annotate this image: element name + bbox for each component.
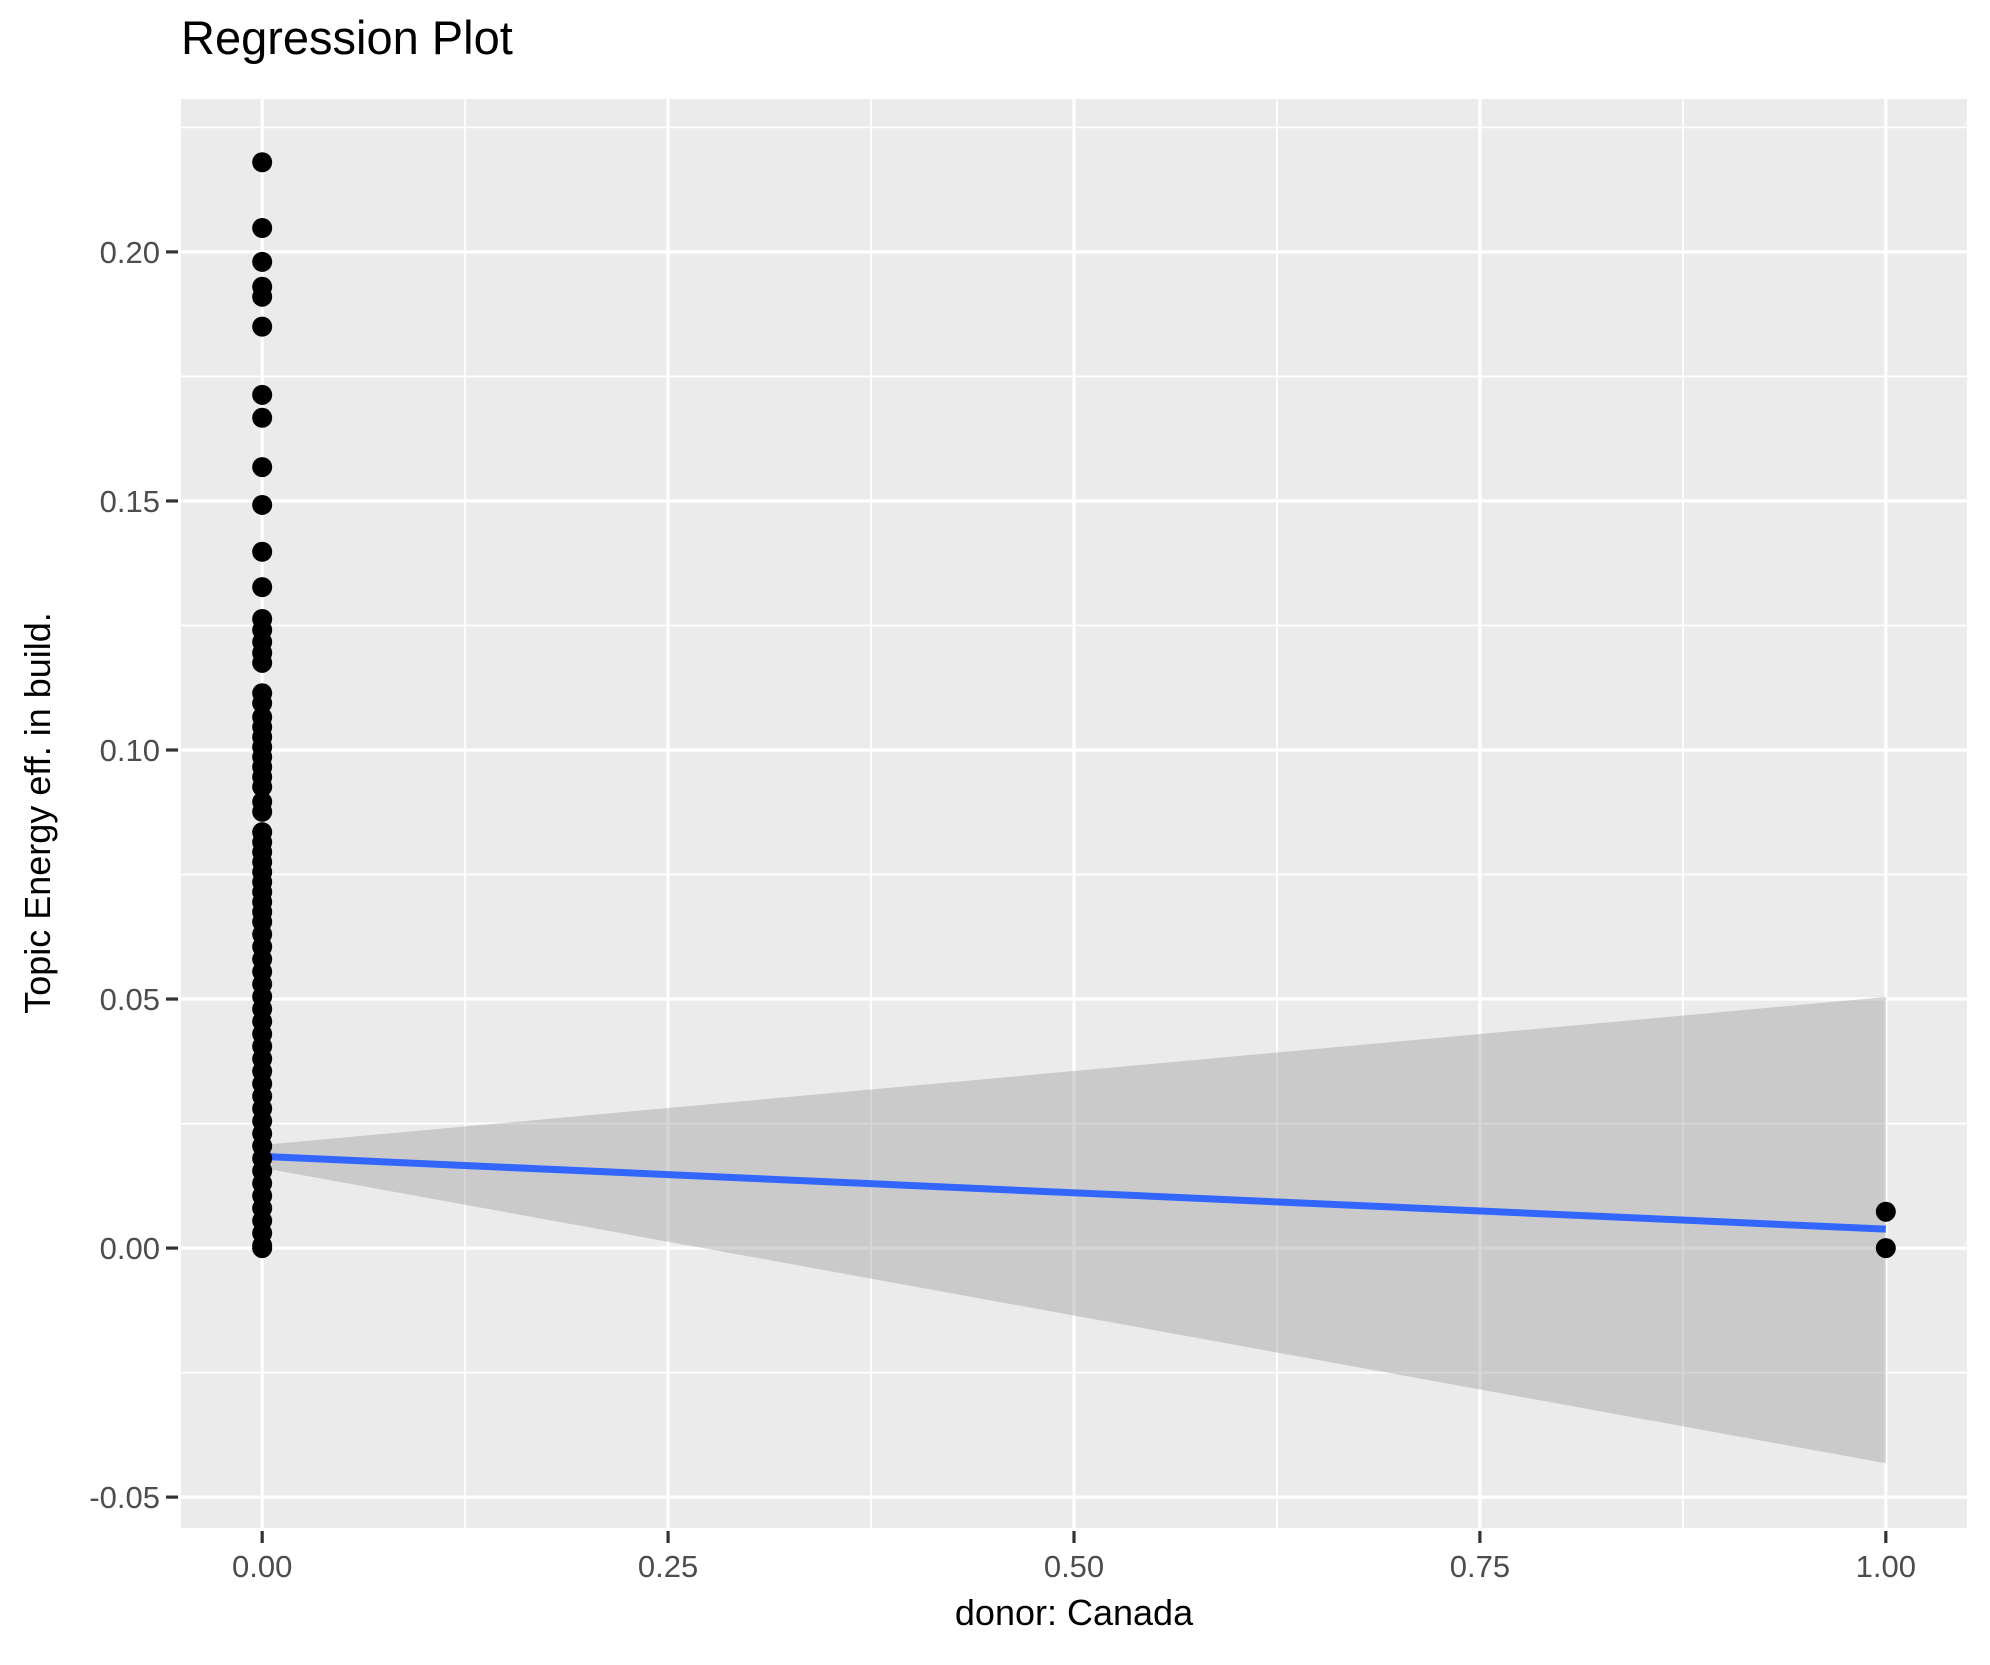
scatter-point-x0: [252, 218, 273, 239]
scatter-point-x0: [252, 541, 273, 562]
y-tick-label: 0.20: [100, 235, 160, 270]
scatter-point-x0: [252, 286, 273, 307]
y-tick-label: 0.00: [100, 1231, 160, 1266]
scatter-point-x1: [1875, 1238, 1896, 1259]
x-tick-label: 0.25: [638, 1549, 698, 1584]
scatter-point-x0: [252, 693, 273, 714]
y-tick-label: -0.05: [89, 1480, 160, 1515]
scatter-point-x0: [252, 152, 273, 173]
x-tick-label: 1.00: [1856, 1549, 1916, 1584]
y-tick-label: 0.05: [100, 982, 160, 1017]
scatter-point-x0: [252, 494, 273, 515]
scatter-point-x0: [252, 407, 273, 428]
scatter-point-x1: [1875, 1201, 1896, 1222]
scatter-point-x0: [252, 801, 273, 822]
y-tick-label: 0.10: [100, 733, 160, 768]
x-axis-title: donor: Canada: [954, 1592, 1194, 1633]
regression-line: [262, 1152, 1886, 1233]
scatter-point-x0: [252, 577, 273, 598]
confidence-ribbon: [262, 997, 1886, 1464]
scatter-point-x0: [252, 776, 273, 797]
scatter-point-x0: [252, 457, 273, 478]
scatter-point-x0: [252, 251, 273, 272]
scatter-point-x0: [252, 384, 273, 405]
x-tick-label: 0.00: [232, 1549, 292, 1584]
plot-title: Regression Plot: [181, 11, 513, 64]
y-axis-title: Topic Energy eff. in build.: [17, 612, 58, 1014]
scatter-point-x0: [252, 316, 273, 337]
x-tick-label: 0.75: [1450, 1549, 1510, 1584]
y-tick-label: 0.15: [100, 484, 160, 519]
scatter-point-x0: [252, 1238, 273, 1259]
scatter-point-x0: [252, 652, 273, 673]
x-tick-label: 0.50: [1044, 1549, 1104, 1584]
